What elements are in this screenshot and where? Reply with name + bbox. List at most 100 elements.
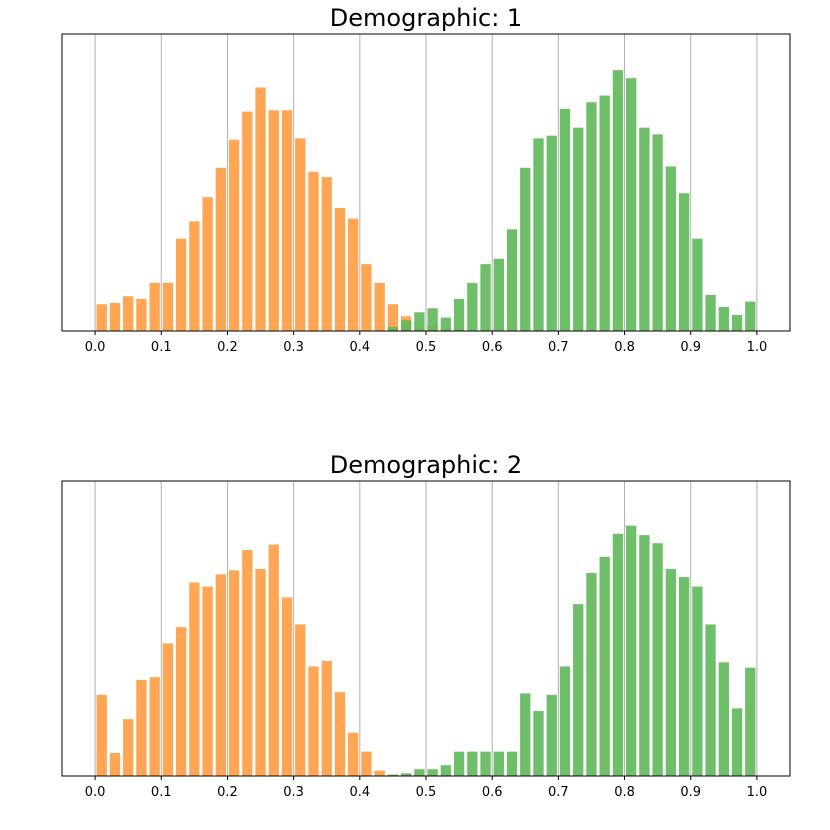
- histogram-bar: [480, 264, 491, 331]
- histogram-bar: [546, 694, 557, 776]
- histogram-bar: [414, 312, 425, 331]
- x-tick-label: 0.1: [151, 785, 172, 800]
- x-tick-label: 1.0: [747, 785, 768, 800]
- histogram-bar: [215, 167, 226, 331]
- histogram-bar: [506, 751, 518, 776]
- histogram-bar: [96, 304, 107, 331]
- histogram-bar: [255, 87, 266, 331]
- histogram-bar: [242, 111, 253, 331]
- x-tick-label: 0.6: [482, 785, 503, 800]
- histogram-bar: [321, 660, 332, 776]
- x-tick-label: 0.9: [680, 785, 701, 800]
- histogram-bar: [599, 95, 610, 331]
- histogram-bar: [533, 138, 544, 331]
- histogram-bar: [374, 770, 385, 776]
- x-tick-label: 0.6: [482, 340, 503, 355]
- histogram-bar: [308, 666, 319, 776]
- x-tick-label: 0.2: [217, 785, 238, 800]
- histogram-bar: [480, 751, 491, 776]
- histogram-bar: [692, 586, 703, 776]
- histogram-bar: [149, 677, 160, 776]
- histogram-bar: [149, 282, 160, 331]
- x-tick-label: 0.7: [548, 785, 569, 800]
- histogram-bar: [189, 221, 200, 331]
- x-tick-label: 0.0: [85, 340, 106, 355]
- x-tick-label: 0.7: [548, 340, 569, 355]
- histogram-bar: [136, 679, 147, 776]
- histogram-bar: [493, 258, 504, 331]
- histogram-bar: [678, 193, 690, 331]
- histogram-bar: [387, 774, 399, 776]
- histogram-bar: [599, 556, 610, 776]
- histogram-bar: [692, 238, 703, 331]
- x-tick-label: 0.5: [416, 340, 437, 355]
- histogram-bar: [626, 78, 637, 331]
- histogram-bar: [520, 167, 531, 331]
- histogram-bar: [268, 544, 279, 776]
- series-2: [387, 525, 756, 776]
- histogram-bar: [652, 134, 663, 331]
- x-tick-label: 0.8: [614, 785, 635, 800]
- histogram-bar: [189, 582, 200, 776]
- histogram-bar: [705, 294, 716, 331]
- x-tick-label: 0.0: [85, 785, 106, 800]
- histogram-bar: [400, 320, 412, 331]
- chart-title: Demographic: 2: [330, 451, 522, 479]
- x-tick-label: 0.4: [349, 340, 370, 355]
- histogram-bar: [652, 543, 663, 776]
- histogram-bar: [506, 229, 518, 331]
- histogram-bar: [626, 525, 637, 776]
- histogram-bar: [348, 218, 359, 331]
- subplot-1: Demographic: 1 0.0 0.1 0.2 0.3 0.4 0.5 0.6 0.7 0.…: [61, 4, 791, 355]
- histogram-bar: [612, 70, 624, 332]
- x-tick-label: 1.0: [747, 340, 768, 355]
- histogram-bar: [718, 662, 729, 776]
- histogram-bar: [573, 127, 584, 331]
- histogram-bar: [334, 207, 346, 331]
- histogram-bar: [281, 597, 293, 776]
- histogram-bar: [96, 694, 107, 776]
- series-2: [387, 70, 756, 332]
- chart-title: Demographic: 1: [330, 4, 522, 32]
- histogram-bar: [109, 302, 121, 331]
- x-tick-label: 0.5: [416, 785, 437, 800]
- histogram-bar: [295, 138, 306, 331]
- histogram-bar: [215, 574, 226, 776]
- x-tick-label: 0.9: [680, 340, 701, 355]
- histogram-bar: [546, 135, 557, 331]
- histogram-bar: [731, 708, 743, 776]
- histogram-bar: [612, 533, 624, 776]
- histogram-bar: [559, 108, 571, 332]
- histogram-bar: [348, 732, 359, 776]
- histogram-bar: [400, 773, 412, 776]
- histogram-bar: [533, 711, 544, 776]
- histogram-bar: [281, 110, 293, 331]
- histogram-bar: [440, 317, 452, 331]
- histogram-bar: [520, 693, 531, 776]
- histogram-bar: [175, 238, 187, 331]
- histogram-bar: [493, 751, 504, 776]
- histogram-bar: [467, 282, 478, 331]
- histogram-bar: [745, 301, 756, 331]
- x-tick-label: 0.2: [217, 340, 238, 355]
- histogram-bar: [665, 166, 677, 331]
- histogram-bar: [361, 751, 372, 776]
- x-tick-label: 0.1: [151, 340, 172, 355]
- histogram-bar: [678, 577, 690, 776]
- series-1: [96, 87, 465, 331]
- histogram-bar: [162, 282, 174, 331]
- x-tick-label: 0.4: [349, 785, 370, 800]
- histogram-bar: [202, 197, 213, 331]
- histogram-bar: [123, 719, 134, 776]
- histogram-bar: [123, 296, 134, 331]
- histogram-bar: [109, 752, 121, 776]
- histogram-bar: [453, 751, 465, 776]
- histogram-bar: [427, 308, 438, 331]
- histogram-bar: [268, 110, 279, 331]
- series-1: [96, 544, 438, 776]
- histogram-bar: [136, 298, 147, 331]
- histogram-bar: [573, 604, 584, 776]
- histogram-bar: [639, 535, 650, 776]
- histogram-bar: [321, 177, 332, 331]
